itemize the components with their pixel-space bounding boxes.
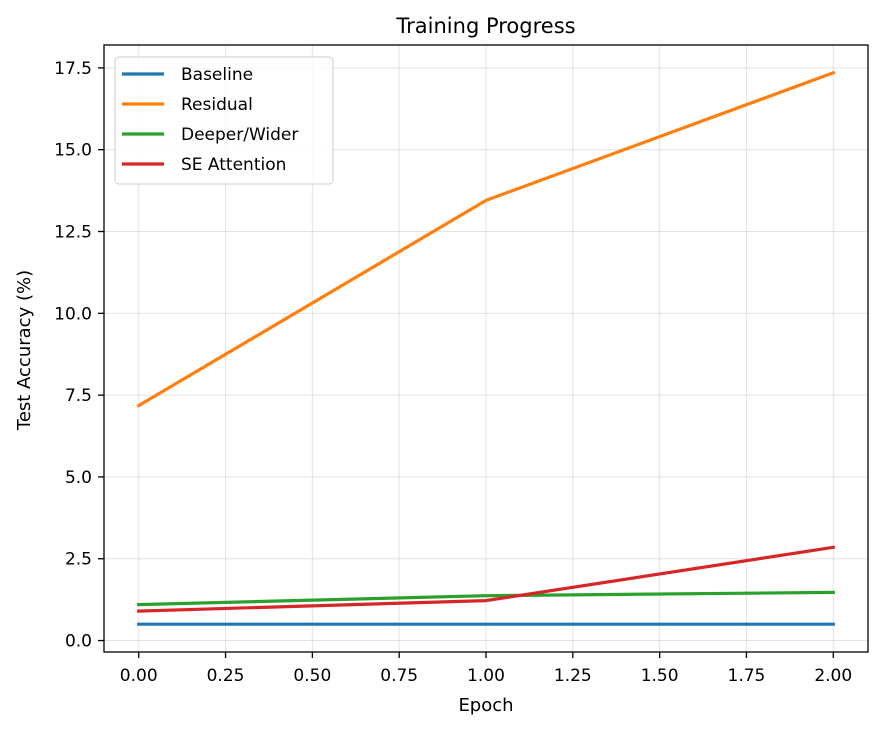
x-tick-label: 0.25 [207,666,245,686]
legend: Baseline Residual Deeper/Wider SE Attention [114,56,334,185]
legend-label-deeper-wider: Deeper/Wider [181,125,298,145]
x-axis-ticks: 0.00 0.25 0.50 0.75 1.00 1.25 1.50 1.75 2.00 [120,652,852,686]
y-tick-label: 17.5 [54,59,92,79]
chart-title: Training Progress [395,14,575,38]
grid-lines [104,45,868,652]
x-tick-label: 1.25 [554,666,592,686]
y-tick-label: 2.5 [65,550,92,570]
y-axis-label: Test Accuracy (%) [14,270,35,431]
legend-label-se-attention: SE Attention [181,155,286,175]
legend-box [114,56,334,185]
x-tick-label: 1.75 [728,666,766,686]
x-tick-label: 0.00 [120,666,158,686]
y-tick-label: 10.0 [54,304,92,324]
y-tick-label: 15.0 [54,141,92,161]
y-tick-label: 7.5 [65,386,92,406]
series-lines [136,70,836,626]
x-tick-label: 1.50 [641,666,679,686]
legend-label-baseline: Baseline [181,65,253,85]
series-line-se-attention [137,545,836,613]
x-axis-label: Epoch [458,695,513,716]
y-axis-ticks: 0.0 2.5 5.0 7.5 10.0 12.5 15.0 17.5 [54,59,104,652]
y-tick-label: 12.5 [54,223,92,243]
series-line-deeper-wider [137,590,835,607]
x-tick-label: 2.00 [814,666,852,686]
y-tick-label: 5.0 [65,468,92,488]
legend-label-residual: Residual [181,95,253,115]
x-tick-label: 0.50 [293,666,331,686]
x-tick-label: 0.75 [380,666,418,686]
y-tick-label: 0.0 [65,632,92,652]
series-line-residual [136,70,836,408]
x-tick-label: 1.00 [467,666,505,686]
